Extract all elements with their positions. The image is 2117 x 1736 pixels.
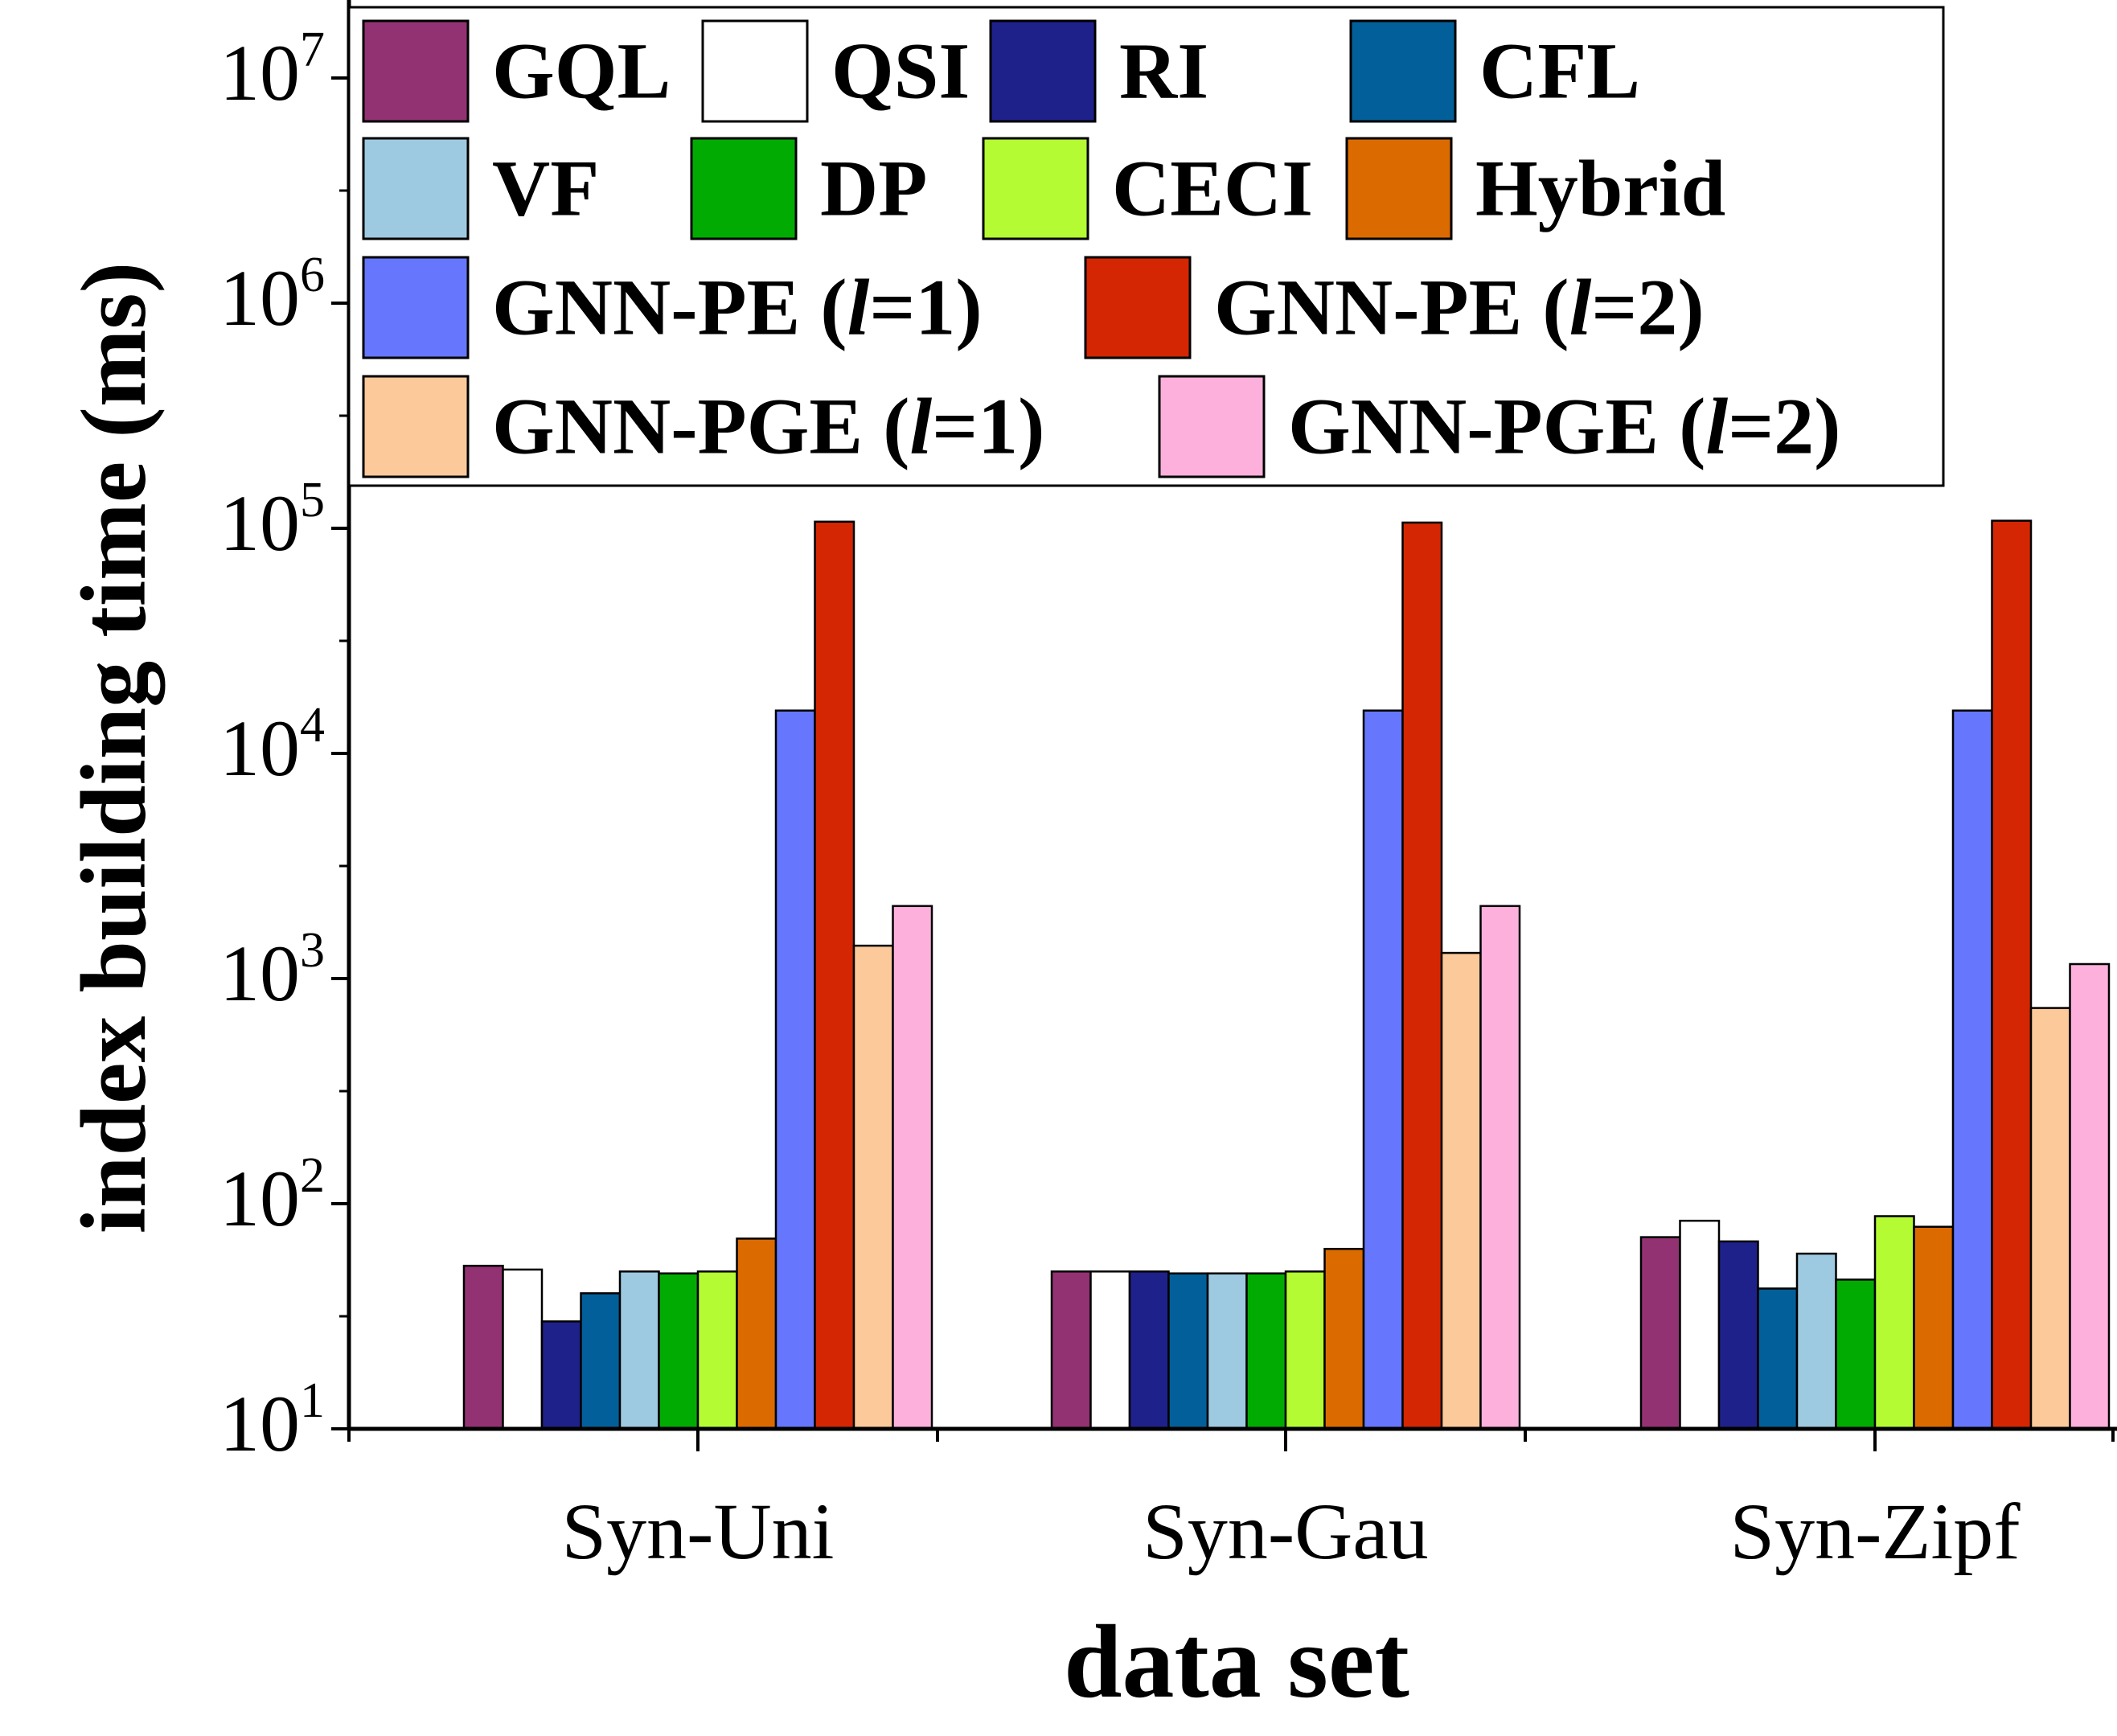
bar-gnn-pe-l-1-syn-uni xyxy=(774,709,816,1430)
bar-vf-syn-uni xyxy=(618,1270,660,1430)
bar-gql-syn-gau xyxy=(1050,1270,1092,1430)
bar-gnn-pge-l-2-syn-uni xyxy=(892,905,933,1430)
legend-frame xyxy=(347,6,1945,487)
y-tick-base: 10 xyxy=(219,478,300,568)
y-tick-exponent: 6 xyxy=(300,248,325,302)
legend-swatch-qsi xyxy=(701,19,809,123)
y-tick-label: 104 xyxy=(219,698,325,793)
legend-swatch-vf xyxy=(362,137,470,240)
y-tick-label: 105 xyxy=(219,473,325,568)
bar-gnn-pge-l-2-syn-gau xyxy=(1479,905,1521,1430)
y-tick-base: 10 xyxy=(219,1379,300,1468)
legend-label-gnn-pge-l-2: GNN-PGE (l=2) xyxy=(1288,382,1840,471)
y-tick-label: 101 xyxy=(219,1373,325,1468)
y-tick-exponent: 5 xyxy=(300,473,325,527)
legend-label-qsi: QSI xyxy=(831,27,970,116)
legend-label-hybrid: Hybrid xyxy=(1475,144,1725,233)
legend-label-vf: VF xyxy=(492,144,599,233)
y-tick-exponent: 1 xyxy=(300,1373,325,1428)
bar-gnn-pe-l-2-syn-gau xyxy=(1401,521,1443,1430)
y-tick-base: 10 xyxy=(219,253,300,343)
legend-swatch-hybrid xyxy=(1345,137,1453,240)
bar-hybrid-syn-zipf xyxy=(1913,1225,1955,1430)
bar-hybrid-syn-uni xyxy=(736,1237,777,1430)
bar-gnn-pe-l-1-syn-zipf xyxy=(1951,709,1993,1430)
legend-label-cfl: CFL xyxy=(1479,27,1640,116)
legend-swatch-gnn-pe-l-1 xyxy=(362,256,470,359)
bar-gnn-pe-l-2-syn-uni xyxy=(814,520,855,1430)
legend-swatch-gnn-pge-l-1 xyxy=(362,375,470,478)
legend-label-gql: GQL xyxy=(492,27,671,116)
legend-swatch-ri xyxy=(989,19,1097,123)
legend-label-gnn-pe-l-1: GNN-PE (l=1) xyxy=(492,263,983,352)
legend-swatch-gnn-pe-l-2 xyxy=(1084,256,1192,359)
x-ticks-layer: Syn-Uni Syn-Gau Syn-Zipf xyxy=(347,1429,2115,1576)
bar-gql-syn-zipf xyxy=(1639,1236,1681,1430)
y-tick-base: 10 xyxy=(219,1154,300,1243)
bar-vf-syn-zipf xyxy=(1795,1252,1837,1430)
bar-dp-syn-zipf xyxy=(1835,1278,1877,1430)
y-tick-base: 10 xyxy=(219,28,300,117)
bar-gnn-pe-l-2-syn-zipf xyxy=(1991,519,2033,1430)
legend: GQL QSI RI CFL VF DP CECI Hybrid GNN-PE (l=1) GNN… xyxy=(347,6,1945,487)
bar-gnn-pge-l-1-syn-gau xyxy=(1440,951,1482,1430)
bar-hybrid-syn-gau xyxy=(1323,1247,1365,1430)
y-axis-title: index building time (ms) xyxy=(63,262,166,1233)
legend-swatch-ceci xyxy=(982,137,1089,240)
bar-ceci-syn-zipf xyxy=(1873,1215,1915,1430)
bar-qsi-syn-zipf xyxy=(1679,1219,1721,1430)
x-tick-label: Syn-Gau xyxy=(1143,1487,1429,1576)
bars-layer xyxy=(462,519,2111,1430)
bar-gnn-pge-l-2-syn-zipf xyxy=(2069,962,2111,1430)
y-tick-label: 102 xyxy=(219,1148,325,1243)
x-axis-title: data set xyxy=(1064,1604,1409,1720)
y-tick-exponent: 2 xyxy=(300,1148,325,1203)
bar-gnn-pe-l-1-syn-gau xyxy=(1362,709,1404,1430)
y-tick-label: 106 xyxy=(219,248,325,343)
y-tick-base: 10 xyxy=(219,929,300,1018)
y-tick-label: 107 xyxy=(219,23,325,117)
x-tick-label: Syn-Uni xyxy=(562,1487,835,1576)
bar-ceci-syn-uni xyxy=(696,1270,738,1430)
y-tick-exponent: 3 xyxy=(300,923,325,978)
y-tick-base: 10 xyxy=(219,704,300,793)
bar-ri-syn-zipf xyxy=(1717,1240,1759,1430)
legend-swatch-gql xyxy=(362,19,470,123)
legend-swatch-cfl xyxy=(1349,19,1457,123)
bar-cfl-syn-zipf xyxy=(1757,1287,1799,1430)
bar-gnn-pge-l-1-syn-uni xyxy=(852,944,894,1430)
legend-label-gnn-pge-l-1: GNN-PGE (l=1) xyxy=(492,382,1044,471)
bar-qsi-syn-gau xyxy=(1089,1270,1131,1430)
legend-swatch-dp xyxy=(690,137,798,240)
bar-gnn-pge-l-1-syn-zipf xyxy=(2029,1007,2071,1430)
bar-ceci-syn-gau xyxy=(1284,1270,1326,1430)
bar-vf-syn-gau xyxy=(1206,1272,1248,1430)
y-tick-exponent: 7 xyxy=(300,23,325,77)
bar-ri-syn-uni xyxy=(540,1320,582,1430)
legend-label-ceci: CECI xyxy=(1112,144,1313,233)
y-tick-exponent: 4 xyxy=(300,698,325,753)
bar-cfl-syn-uni xyxy=(580,1292,622,1430)
legend-label-ri: RI xyxy=(1119,27,1208,116)
bar-gql-syn-uni xyxy=(462,1264,504,1430)
y-tick-label: 103 xyxy=(219,923,325,1018)
legend-label-dp: DP xyxy=(820,144,927,233)
bar-ri-syn-gau xyxy=(1128,1270,1170,1430)
bar-cfl-syn-gau xyxy=(1167,1272,1209,1430)
legend-label-gnn-pe-l-2: GNN-PE (l=2) xyxy=(1214,263,1705,352)
bar-dp-syn-uni xyxy=(658,1272,700,1430)
x-tick-label: Syn-Zipf xyxy=(1729,1487,2021,1576)
legend-swatch-gnn-pge-l-2 xyxy=(1158,375,1266,478)
bar-qsi-syn-uni xyxy=(502,1268,544,1430)
bar-dp-syn-gau xyxy=(1245,1272,1287,1430)
